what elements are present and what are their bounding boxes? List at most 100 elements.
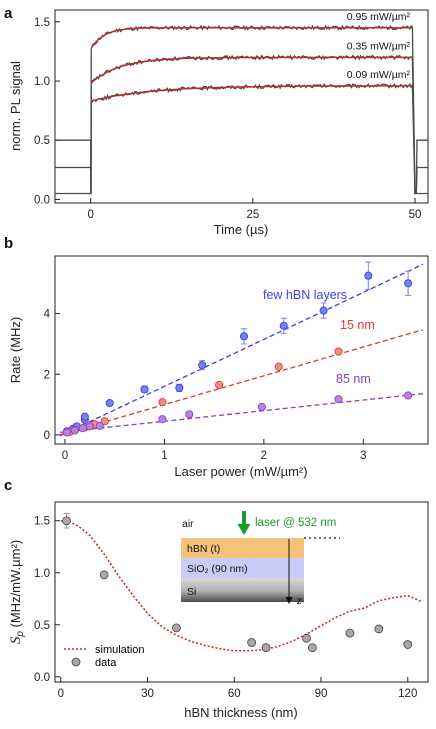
panel-a-frame: [54, 9, 429, 204]
series-label-1: 0.35 mW/µm²: [347, 40, 411, 52]
data-point-2: [185, 410, 194, 419]
data-point: [172, 623, 181, 633]
data-point-1: [274, 362, 283, 371]
inset-sio2-layer: [181, 558, 304, 578]
pl-trace-0: [55, 24, 428, 195]
data-point-0: [198, 361, 207, 370]
layer-stack-inset: air hBN (t) SiO₂ (90 nm) Si z laser @ 53…: [181, 511, 340, 607]
panel-b-frame: [54, 255, 429, 445]
x-tick-label: 1: [161, 450, 167, 462]
y-tick-label: 4: [44, 309, 51, 321]
panel-b-letter: b: [4, 235, 13, 252]
series-label-0: 0.95 mW/µm²: [347, 11, 411, 23]
panel-c-legend: simulation data: [64, 644, 145, 669]
data-point: [99, 570, 109, 580]
data-point-2: [257, 402, 266, 412]
data-point-1: [334, 347, 343, 356]
legend-data-marker: [71, 657, 81, 667]
x-tick-label: 30: [141, 688, 154, 700]
fit-line-1: [59, 329, 424, 436]
pl-fit-1: [91, 56, 413, 84]
inset-hbn-label: hBN (t): [187, 543, 220, 555]
panel-a-series-labels: 0.95 mW/µm² 0.35 mW/µm² 0.09 mW/µm²: [347, 11, 411, 81]
panel-c-ticks: 0 30 60 90 120 0.0 0.5 1.0 1.5: [34, 516, 417, 700]
data-point: [62, 516, 71, 526]
data-point-0: [364, 271, 373, 280]
inset-z-arrowhead: [285, 597, 293, 604]
y-tick-label: 0.5: [34, 620, 50, 632]
inset-sio2-label: SiO₂ (90 nm): [187, 563, 248, 575]
data-point-2: [62, 428, 71, 437]
panel-a: a 0 25 50 0.0 0.5 1.0 1.5 0.95 mW/µm² 0.35 mW/µ…: [4, 5, 429, 237]
data-point-2: [85, 422, 94, 431]
data-point-1: [100, 417, 109, 426]
y-tick-label: 1.5: [34, 516, 50, 528]
x-tick-label: 0: [58, 688, 64, 700]
fit-line-2: [59, 393, 424, 434]
data-point-0: [239, 332, 249, 341]
data-point: [403, 640, 413, 649]
data-point-0: [319, 306, 328, 315]
y-tick-label: 2: [44, 369, 50, 381]
panel-c-data: [60, 512, 423, 653]
data-point-2: [78, 424, 87, 433]
panel-a-letter: a: [4, 5, 13, 22]
panel-b-data: [59, 261, 424, 437]
data-point: [247, 638, 257, 647]
x-tick-label: 50: [409, 209, 422, 221]
x-tick-label: 60: [228, 688, 241, 700]
panel-b-ylabel: Rate (MHz): [8, 317, 23, 383]
legend-simulation-label: simulation: [95, 644, 145, 656]
pl-fit-2: [91, 85, 413, 102]
inset-z-label: z: [296, 593, 302, 607]
data-point-2: [158, 415, 167, 424]
data-point-2: [334, 395, 343, 404]
legend-data-label: data: [95, 657, 117, 669]
data-point-0: [105, 399, 114, 408]
inset-si-label: Si: [187, 586, 196, 598]
series-label-2: 0.09 mW/µm²: [347, 69, 411, 81]
panel-a-data: [55, 24, 428, 195]
x-tick-label: 25: [246, 209, 259, 221]
panel-b: b 0 1 2 3 0 2 4 few hBN layers 15 nm 85 nm Las…: [4, 235, 429, 479]
x-tick-label: 0: [62, 450, 68, 462]
panel-c-ylabel: Sp (MHz/mW.µm²): [8, 540, 26, 644]
panel-a-ylabel: norm. PL signal: [8, 61, 23, 151]
data-point-0: [279, 321, 288, 330]
data-point-0: [404, 279, 413, 288]
y-tick-label: 1.5: [34, 17, 50, 29]
x-tick-label: 120: [398, 688, 417, 700]
data-point-1: [215, 380, 224, 389]
pl-fit-0: [91, 27, 413, 48]
laser-arrow-shaft: [242, 511, 246, 525]
inset-laser-label: laser @ 532 nm: [255, 517, 336, 529]
laser-arrow-head: [237, 524, 251, 535]
y-tick-label: 1.0: [34, 76, 50, 88]
y-tick-label: 0: [44, 430, 50, 442]
y-tick-label: 1.0: [34, 568, 50, 580]
fit-line-0: [59, 263, 424, 437]
inset-si-layer: [181, 578, 304, 602]
y-tick-label: 0.0: [34, 672, 50, 684]
x-tick-label: 3: [360, 450, 366, 462]
label-15nm: 15 nm: [340, 318, 375, 332]
inset-hbn-layer: [181, 538, 304, 558]
data-point-2: [404, 391, 413, 400]
panel-c: c 0 30 60 90 120 0.0 0.5 1.0 1.5 air hBN (t) SiO…: [4, 477, 429, 720]
x-tick-label: 0: [87, 209, 93, 221]
data-point: [261, 643, 271, 653]
y-tick-label: 0.0: [34, 194, 50, 206]
x-tick-label: 90: [315, 688, 328, 700]
panel-b-ticks: 0 1 2 3 0 2 4: [44, 309, 367, 462]
panel-a-xlabel: Time (µs): [214, 222, 269, 237]
inset-air-label: air: [182, 518, 194, 530]
data-point-2: [70, 426, 79, 435]
panel-c-letter: c: [4, 477, 12, 494]
data-point: [302, 633, 311, 643]
panel-c-frame: [54, 501, 429, 683]
y-tick-label: 0.5: [34, 135, 50, 147]
data-point-0: [175, 383, 184, 392]
data-point: [345, 628, 355, 638]
x-tick-label: 2: [261, 450, 267, 462]
